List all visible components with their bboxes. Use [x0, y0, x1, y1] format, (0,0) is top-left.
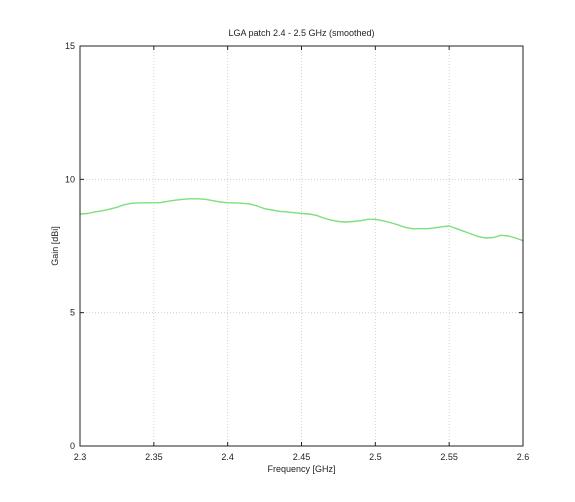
data-point [197, 198, 199, 200]
data-point [249, 203, 251, 205]
y-axis-label: Gain [dBi] [50, 226, 60, 266]
data-point [94, 211, 96, 213]
y-tick-label: 15 [65, 41, 75, 51]
data-point [226, 202, 229, 204]
axis-ticks: 2.3 2.35 2.4 2.45 2.5 2.55 2.6 0 5 10 15 [65, 41, 529, 462]
y-tick-label: 5 [70, 308, 75, 318]
data-point [322, 217, 325, 219]
x-axis-label: Frequency [GHz] [267, 464, 335, 474]
data-point [286, 211, 288, 213]
data-point [86, 212, 89, 215]
data-point [404, 226, 406, 229]
data-point [234, 202, 236, 204]
y-tick-label: 0 [70, 441, 75, 451]
data-point [433, 227, 436, 229]
data-point [160, 201, 162, 204]
data-point [352, 220, 354, 223]
grid-lines [80, 46, 523, 446]
data-point [101, 210, 103, 212]
x-tick-label: 2.6 [517, 452, 530, 462]
data-point [389, 221, 391, 224]
data-point [374, 218, 377, 221]
y-tick-label: 10 [65, 174, 75, 184]
data-point [190, 198, 192, 200]
x-tick-label: 2.4 [221, 452, 234, 462]
data-point [138, 202, 140, 204]
data-point [293, 211, 295, 214]
data-point [175, 199, 177, 201]
chart-title: LGA patch 2.4 - 2.5 GHz (smoothed) [228, 28, 374, 38]
x-tick-label: 2.45 [293, 452, 311, 462]
data-point [130, 202, 133, 205]
data-point [315, 214, 317, 217]
x-tick-label: 2.3 [74, 452, 87, 462]
data-point [256, 205, 258, 207]
data-point [441, 226, 443, 228]
data-point [470, 233, 473, 235]
data-point [116, 206, 118, 209]
data-point [337, 220, 340, 223]
data-point [426, 227, 428, 230]
data-point [219, 201, 221, 203]
data-point [382, 219, 384, 222]
data-point [153, 202, 155, 204]
data-point [448, 225, 450, 227]
data-point [241, 202, 244, 205]
x-tick-label: 2.55 [440, 452, 458, 462]
data-point [182, 198, 185, 201]
data-point [145, 202, 148, 204]
data-point [455, 227, 458, 230]
data-point [463, 230, 465, 233]
data-point [263, 207, 266, 210]
data-point [212, 199, 214, 202]
data-point [345, 221, 347, 223]
data-point [396, 223, 399, 226]
data-point [418, 227, 421, 230]
data-point [123, 203, 126, 206]
x-tick-label: 2.35 [145, 452, 163, 462]
data-point [359, 219, 362, 222]
data-point [485, 237, 487, 239]
data-point [204, 198, 207, 201]
data-point [330, 219, 332, 221]
data-point [108, 208, 111, 210]
data-point [411, 227, 413, 230]
data-point [492, 236, 495, 239]
data-point [514, 237, 517, 239]
data-point [308, 213, 310, 215]
x-tick-label: 2.5 [369, 452, 382, 462]
data-point [478, 235, 480, 238]
data-point [271, 209, 273, 211]
data-point [278, 210, 281, 213]
data-point [367, 218, 369, 221]
data-point [500, 234, 502, 237]
data-point [167, 200, 170, 202]
data-point [507, 235, 509, 237]
data-point [300, 212, 303, 215]
